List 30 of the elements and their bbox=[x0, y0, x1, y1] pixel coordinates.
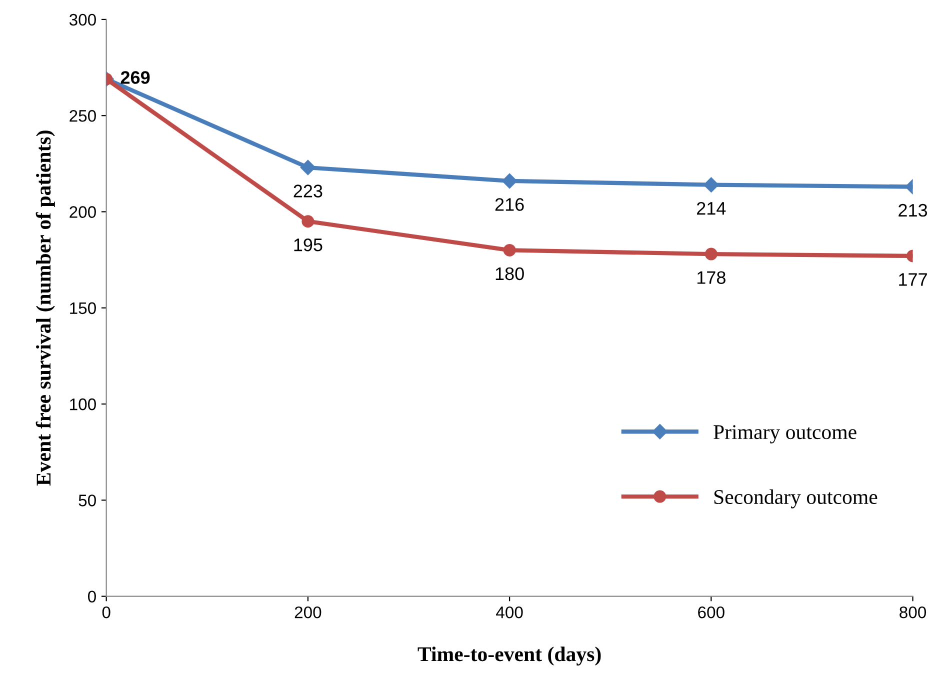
x-tick-label: 400 bbox=[496, 606, 523, 618]
data-label: 195 bbox=[294, 238, 322, 252]
point bbox=[503, 244, 516, 256]
legend-label: Secondary outcome bbox=[714, 489, 878, 508]
point bbox=[302, 215, 314, 228]
data-label: 216 bbox=[495, 198, 524, 211]
x-tick-label: 600 bbox=[698, 606, 724, 618]
x-axis-title: Time-to-event (days) bbox=[418, 646, 601, 666]
y-tick-label: 200 bbox=[70, 206, 96, 218]
x-tick-label: 0 bbox=[102, 606, 110, 618]
legend-label: Primary outcome bbox=[714, 425, 856, 444]
point bbox=[300, 160, 316, 176]
y-tick-label: 250 bbox=[70, 110, 96, 122]
y-tick-label: 0 bbox=[88, 590, 96, 603]
data-label: 214 bbox=[697, 202, 726, 215]
data-label: 178 bbox=[697, 271, 726, 284]
x-tick-label: 800 bbox=[900, 606, 926, 618]
data-label: 177 bbox=[899, 273, 927, 286]
data-label: 269 bbox=[120, 71, 150, 84]
y-tick-label: 50 bbox=[78, 494, 96, 506]
y-tick-label: 100 bbox=[70, 398, 96, 410]
y-tick-label: 150 bbox=[70, 302, 96, 314]
x-tick-label: 200 bbox=[294, 606, 322, 618]
data-label: 180 bbox=[496, 267, 524, 280]
point bbox=[704, 248, 718, 260]
y-axis-title: Event free survival (number of patients) bbox=[36, 130, 55, 486]
y-tick-label: 300 bbox=[69, 14, 96, 26]
point bbox=[502, 173, 518, 189]
data-label: 213 bbox=[898, 204, 928, 217]
data-label: 223 bbox=[294, 184, 322, 198]
